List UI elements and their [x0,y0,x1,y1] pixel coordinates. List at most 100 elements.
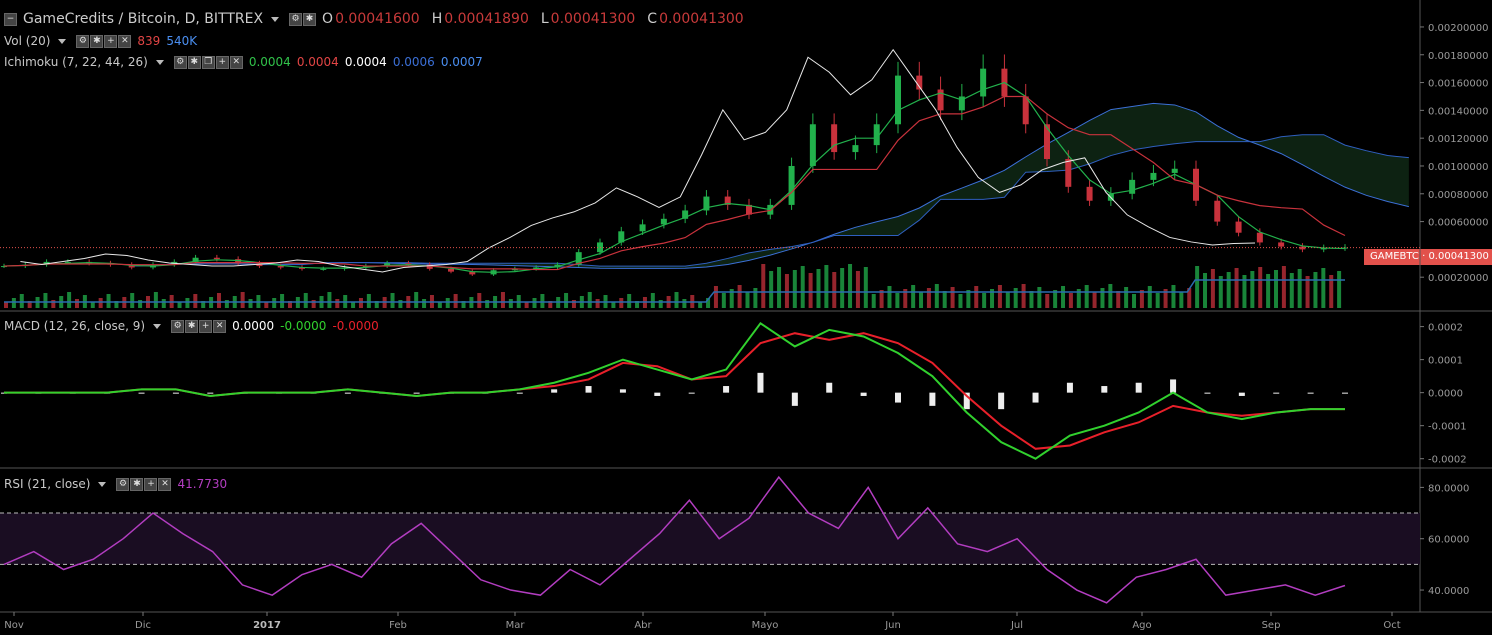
gear-icon[interactable]: ✱ [187,55,201,69]
volume-bar [1179,292,1184,308]
volume-bar [619,298,624,308]
candle-body [235,259,242,264]
open-label: O [322,11,334,27]
volume-bar [335,299,340,308]
volume-bar [1021,284,1026,308]
symbol-buttons[interactable]: ⚙ ✱ [289,12,317,26]
candle-body [384,263,391,267]
add-icon[interactable]: + [144,477,158,491]
chevron-down-icon[interactable] [271,16,280,22]
rsi-buttons[interactable]: ⚙ ✱ + ✕ [116,477,172,491]
rsi-value-1: 41.7730 [177,477,228,491]
macd-buttons[interactable]: ⚙ ✱ + ✕ [171,319,227,333]
macd-axis-label: -0.0002 [1428,455,1467,466]
settings-icon[interactable]: ⚙ [116,477,130,491]
candle-body [320,268,327,270]
volume-bar [138,300,143,308]
chevron-down-icon[interactable] [58,38,67,44]
volume-bar [1305,276,1310,308]
close-icon[interactable]: ✕ [118,34,132,48]
candle-body [1044,124,1050,160]
macd-name: MACD (12, 26, close, 9) [4,319,146,333]
price-axis-label: 0.00160000 [1428,79,1488,90]
volume-bar [784,274,789,308]
macd-histogram-bar [1135,382,1142,393]
add-icon[interactable]: + [199,319,213,333]
gear-icon[interactable]: ✱ [185,319,199,333]
volume-bar [106,294,111,308]
price-axis-label: 0.00060000 [1428,218,1488,229]
volume-bar [1013,288,1018,308]
volume-value-2: 540K [166,34,198,48]
chevron-down-icon[interactable] [98,481,107,487]
rsi-axis-label: 40.0000 [1428,586,1469,597]
volume-bar [974,286,979,308]
time-axis-label: Abr [634,620,652,631]
volume-legend[interactable]: Vol (20) ⚙ ✱ + ✕ 839 540K [4,32,197,50]
close-icon[interactable]: ✕ [229,55,243,69]
macd-legend[interactable]: MACD (12, 26, close, 9) ⚙ ✱ + ✕ 0.0000 -… [4,317,379,335]
volume-bar [919,292,924,308]
candle-body [660,218,667,225]
volume-bar [627,294,632,308]
volume-bar [729,289,734,308]
candle-body [639,224,646,232]
gear-icon[interactable]: ✱ [90,34,104,48]
macd-histogram-bar [1101,386,1108,393]
close-icon[interactable]: ✕ [213,319,227,333]
chevron-down-icon[interactable] [155,59,164,65]
macd-histogram-bar [585,386,592,393]
volume-bar [153,292,158,308]
volume-bar [1250,271,1255,308]
macd-value-3: -0.0000 [332,319,379,333]
collapse-icon[interactable]: − [4,12,17,26]
close-icon[interactable]: ✕ [158,477,172,491]
add-icon[interactable]: + [215,55,229,69]
macd-histogram-bar [791,392,798,406]
volume-bar [1218,276,1223,308]
volume-bar [595,299,600,308]
volume-bar [658,300,663,308]
candle-body [277,266,284,268]
volume-bar [477,293,482,308]
volume-bar [216,293,221,308]
chevron-down-icon[interactable] [153,323,162,329]
price-axis-label: 0.00100000 [1428,162,1488,173]
volume-bar [879,290,884,308]
candle-body [852,145,859,153]
time-axis-label: Sep [1262,620,1281,631]
price-axis-label: 0.00020000 [1428,273,1488,284]
add-icon[interactable]: + [104,34,118,48]
volume-bar [571,300,576,308]
candle-body [213,257,220,260]
settings-icon[interactable]: ⚙ [171,319,185,333]
macd-histogram-bar [1342,392,1348,394]
candle-body [703,196,710,211]
settings-icon[interactable]: ⚙ [289,12,303,26]
volume-name: Vol (20) [4,34,51,48]
volume-bar [674,292,679,308]
symbol-legend[interactable]: − GameCredits / Bitcoin, D, BITTREX ⚙ ✱ … [4,10,744,28]
price-axis-label: 0.00080000 [1428,190,1488,201]
ichimoku-buttons[interactable]: ⚙ ✱ ❐ + ✕ [173,55,243,69]
macd-histogram-bar [413,392,420,394]
rsi-legend[interactable]: RSI (21, close) ⚙ ✱ + ✕ 41.7730 [4,475,227,493]
settings-icon[interactable]: ⚙ [76,34,90,48]
volume-buttons[interactable]: ⚙ ✱ + ✕ [76,34,132,48]
candle-body [788,165,795,205]
volume-bar [114,301,119,308]
candle-body [746,204,752,215]
gear-icon[interactable]: ✱ [303,12,317,26]
ichimoku-legend[interactable]: Ichimoku (7, 22, 44, 26) ⚙ ✱ ❐ + ✕ 0.000… [4,53,483,71]
price-axis-label: 0.00120000 [1428,134,1488,145]
high-value: 0.00041890 [444,11,529,27]
copy-icon[interactable]: ❐ [201,55,215,69]
volume-bar [1234,268,1239,308]
macd-axis-label: 0.0001 [1428,356,1463,367]
volume-bar [437,302,442,308]
gear-icon[interactable]: ✱ [130,477,144,491]
volume-bar [540,294,545,308]
volume-bar [1132,294,1137,308]
settings-icon[interactable]: ⚙ [173,55,187,69]
